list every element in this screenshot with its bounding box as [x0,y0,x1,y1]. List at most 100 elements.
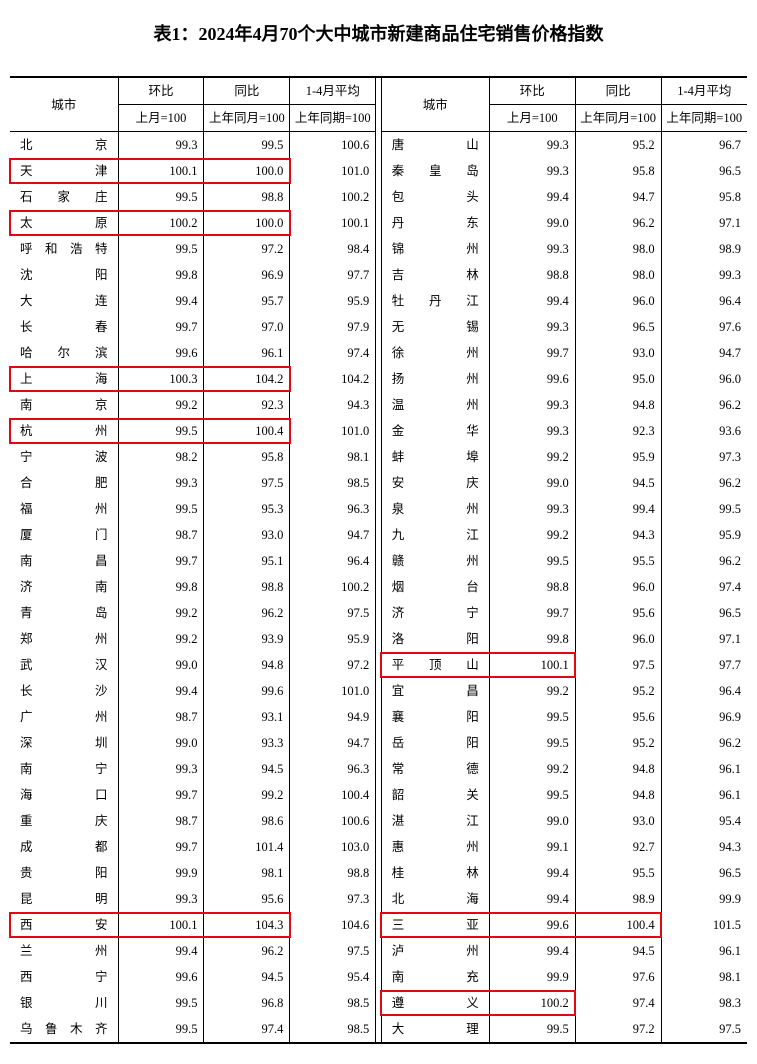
value-cell: 99.3 [118,470,204,496]
value-cell: 99.4 [489,184,575,210]
city-cell: 杭 州 [10,418,118,444]
city-cell: 蚌 埠 [381,444,489,470]
value-cell: 94.7 [290,730,376,756]
table-row: 济 南99.898.8100.2烟 台98.896.097.4 [10,574,747,600]
value-cell: 97.4 [290,340,376,366]
table-row: 宁 波98.295.898.1蚌 埠99.295.997.3 [10,444,747,470]
value-cell: 96.4 [661,288,747,314]
table-row: 乌鲁木齐99.597.498.5大 理99.597.297.5 [10,1016,747,1043]
table-row: 贵 阳99.998.198.8桂 林99.495.596.5 [10,860,747,886]
value-cell: 94.8 [575,782,661,808]
city-cell: 乌鲁木齐 [10,1016,118,1043]
value-cell: 99.0 [118,730,204,756]
value-cell: 95.2 [575,132,661,159]
city-cell: 南 昌 [10,548,118,574]
value-cell: 99.5 [118,236,204,262]
value-cell: 97.4 [575,990,661,1016]
table-row: 广 州98.793.194.9襄 阳99.595.696.9 [10,704,747,730]
value-cell: 98.7 [118,704,204,730]
city-cell: 九 江 [381,522,489,548]
value-cell: 99.0 [489,210,575,236]
value-cell: 99.6 [118,964,204,990]
value-cell: 99.3 [489,236,575,262]
value-cell: 94.8 [575,392,661,418]
city-cell: 广 州 [10,704,118,730]
table-row: 沈 阳99.896.997.7吉 林98.898.099.3 [10,262,747,288]
table-row: 银 川99.596.898.5遵 义100.297.498.3 [10,990,747,1016]
value-cell: 98.5 [290,990,376,1016]
page-title: 表1：2024年4月70个大中城市新建商品住宅销售价格指数 [10,20,747,46]
city-cell: 青 岛 [10,600,118,626]
value-cell: 98.5 [290,1016,376,1043]
value-cell: 99.8 [118,574,204,600]
city-cell: 韶 关 [381,782,489,808]
value-cell: 99.2 [118,600,204,626]
table-row: 西 宁99.694.595.4南 充99.997.698.1 [10,964,747,990]
value-cell: 99.9 [661,886,747,912]
city-cell: 兰 州 [10,938,118,964]
city-cell: 安 庆 [381,470,489,496]
value-cell: 96.5 [661,158,747,184]
city-cell: 扬 州 [381,366,489,392]
value-cell: 99.6 [204,678,290,704]
value-cell: 104.3 [204,912,290,938]
city-cell: 昆 明 [10,886,118,912]
value-cell: 97.4 [661,574,747,600]
sub-avg-left: 上年同期=100 [290,105,376,132]
table-row: 深 圳99.093.394.7岳 阳99.595.296.2 [10,730,747,756]
value-cell: 94.9 [290,704,376,730]
value-cell: 98.1 [204,860,290,886]
value-cell: 97.2 [290,652,376,678]
col-yoy-left: 同比 [204,77,290,105]
value-cell: 99.4 [118,938,204,964]
value-cell: 95.8 [661,184,747,210]
table-row: 青 岛99.296.297.5济 宁99.795.696.5 [10,600,747,626]
value-cell: 98.7 [118,808,204,834]
value-cell: 96.1 [204,340,290,366]
value-cell: 96.2 [661,470,747,496]
value-cell: 98.8 [290,860,376,886]
value-cell: 97.5 [290,600,376,626]
value-cell: 97.5 [290,938,376,964]
value-cell: 96.5 [661,860,747,886]
city-cell: 上 海 [10,366,118,392]
value-cell: 95.4 [661,808,747,834]
value-cell: 94.3 [661,834,747,860]
value-cell: 99.6 [489,366,575,392]
city-cell: 长 春 [10,314,118,340]
table-row: 哈尔滨99.696.197.4徐 州99.793.094.7 [10,340,747,366]
value-cell: 97.2 [204,236,290,262]
value-cell: 95.5 [575,860,661,886]
table-row: 兰 州99.496.297.5泸 州99.494.596.1 [10,938,747,964]
value-cell: 97.3 [290,886,376,912]
value-cell: 95.6 [575,600,661,626]
value-cell: 96.4 [290,548,376,574]
city-cell: 锦 州 [381,236,489,262]
value-cell: 99.7 [118,314,204,340]
city-cell: 丹 东 [381,210,489,236]
value-cell: 95.7 [204,288,290,314]
value-cell: 96.2 [661,548,747,574]
city-cell: 长 沙 [10,678,118,704]
city-cell: 成 都 [10,834,118,860]
col-avg-right: 1-4月平均 [661,77,747,105]
city-cell: 重 庆 [10,808,118,834]
value-cell: 104.2 [204,366,290,392]
value-cell: 97.3 [661,444,747,470]
value-cell: 99.0 [118,652,204,678]
value-cell: 96.1 [661,756,747,782]
city-cell: 遵 义 [381,990,489,1016]
value-cell: 99.5 [489,548,575,574]
value-cell: 98.8 [489,262,575,288]
value-cell: 95.6 [204,886,290,912]
value-cell: 97.6 [575,964,661,990]
value-cell: 99.7 [118,834,204,860]
value-cell: 96.2 [575,210,661,236]
value-cell: 103.0 [290,834,376,860]
city-cell: 湛 江 [381,808,489,834]
city-cell: 石家庄 [10,184,118,210]
value-cell: 97.2 [575,1016,661,1043]
city-cell: 合 肥 [10,470,118,496]
value-cell: 99.5 [118,990,204,1016]
value-cell: 93.6 [661,418,747,444]
